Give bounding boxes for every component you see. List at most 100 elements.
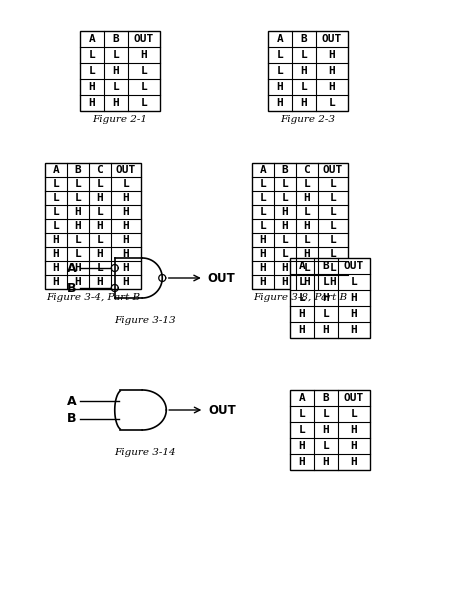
Text: L: L	[328, 98, 336, 108]
Text: OUT: OUT	[208, 403, 236, 416]
Text: A: A	[277, 34, 283, 44]
Text: A: A	[299, 393, 305, 403]
Text: H: H	[328, 82, 336, 92]
Text: L: L	[53, 221, 59, 231]
Text: L: L	[329, 263, 337, 273]
Text: H: H	[282, 207, 288, 217]
Text: Figure 2-3: Figure 2-3	[281, 115, 336, 124]
Text: H: H	[351, 325, 357, 335]
Text: L: L	[74, 179, 82, 189]
Bar	[252, 163, 348, 289]
Text: L: L	[53, 207, 59, 217]
Text: H: H	[299, 457, 305, 467]
Text: H: H	[299, 441, 305, 451]
Text: H: H	[123, 235, 129, 245]
Text: L: L	[351, 277, 357, 287]
Text: H: H	[123, 277, 129, 287]
Text: H: H	[304, 277, 310, 287]
Text: L: L	[351, 409, 357, 419]
Text: OUT: OUT	[344, 261, 364, 271]
Text: H: H	[74, 221, 82, 231]
Text: OUT: OUT	[116, 165, 136, 175]
Text: H: H	[113, 66, 119, 76]
Text: L: L	[113, 50, 119, 60]
Text: OUT: OUT	[323, 165, 343, 175]
Text: L: L	[141, 82, 147, 92]
Text: H: H	[123, 249, 129, 259]
Text: L: L	[277, 50, 283, 60]
Text: H: H	[141, 50, 147, 60]
Text: H: H	[123, 263, 129, 273]
Text: H: H	[323, 457, 329, 467]
Text: A: A	[67, 262, 77, 275]
Text: OUT: OUT	[134, 34, 154, 44]
Text: L: L	[53, 179, 59, 189]
Text: L: L	[74, 235, 82, 245]
Text: H: H	[304, 193, 310, 203]
Text: A: A	[260, 165, 266, 175]
Text: L: L	[323, 409, 329, 419]
Text: L: L	[299, 277, 305, 287]
Text: A: A	[67, 395, 77, 408]
Text: H: H	[351, 457, 357, 467]
Text: L: L	[89, 50, 95, 60]
Text: H: H	[277, 82, 283, 92]
Text: H: H	[260, 277, 266, 287]
Text: B: B	[67, 281, 77, 294]
Text: H: H	[53, 235, 59, 245]
Text: L: L	[304, 207, 310, 217]
Text: H: H	[282, 263, 288, 273]
Text: L: L	[260, 193, 266, 203]
Text: L: L	[299, 293, 305, 303]
Text: B: B	[323, 393, 329, 403]
Text: L: L	[304, 263, 310, 273]
Text: H: H	[89, 98, 95, 108]
Text: L: L	[299, 409, 305, 419]
Text: B: B	[301, 34, 307, 44]
Text: H: H	[299, 309, 305, 319]
Text: Figure 3-14: Figure 3-14	[114, 448, 176, 457]
Text: L: L	[282, 249, 288, 259]
Text: L: L	[301, 50, 307, 60]
Text: H: H	[351, 425, 357, 435]
Text: L: L	[260, 207, 266, 217]
Text: H: H	[328, 66, 336, 76]
Text: L: L	[304, 235, 310, 245]
Text: B: B	[113, 34, 119, 44]
Text: H: H	[351, 309, 357, 319]
Text: H: H	[260, 263, 266, 273]
Text: L: L	[89, 66, 95, 76]
Text: L: L	[329, 235, 337, 245]
Text: C: C	[97, 165, 103, 175]
Text: B: B	[323, 261, 329, 271]
Text: H: H	[351, 441, 357, 451]
Text: H: H	[113, 98, 119, 108]
Text: L: L	[323, 309, 329, 319]
Text: L: L	[97, 263, 103, 273]
Text: L: L	[323, 277, 329, 287]
Text: OUT: OUT	[322, 34, 342, 44]
Text: H: H	[53, 277, 59, 287]
Text: C: C	[304, 165, 310, 175]
Text: L: L	[74, 249, 82, 259]
Text: H: H	[277, 98, 283, 108]
Text: H: H	[304, 249, 310, 259]
Text: L: L	[113, 82, 119, 92]
Text: H: H	[53, 249, 59, 259]
Text: B: B	[67, 413, 77, 425]
Text: H: H	[97, 277, 103, 287]
Text: L: L	[141, 98, 147, 108]
Text: Figure 3-8, Part B: Figure 3-8, Part B	[253, 293, 347, 302]
Bar	[290, 390, 370, 470]
Text: H: H	[329, 277, 337, 287]
Text: H: H	[282, 221, 288, 231]
Text: H: H	[97, 193, 103, 203]
Text: H: H	[74, 207, 82, 217]
Text: H: H	[282, 277, 288, 287]
Text: L: L	[260, 221, 266, 231]
Text: H: H	[97, 249, 103, 259]
Text: L: L	[97, 207, 103, 217]
Text: B: B	[282, 165, 288, 175]
Text: L: L	[282, 179, 288, 189]
Text: H: H	[301, 66, 307, 76]
